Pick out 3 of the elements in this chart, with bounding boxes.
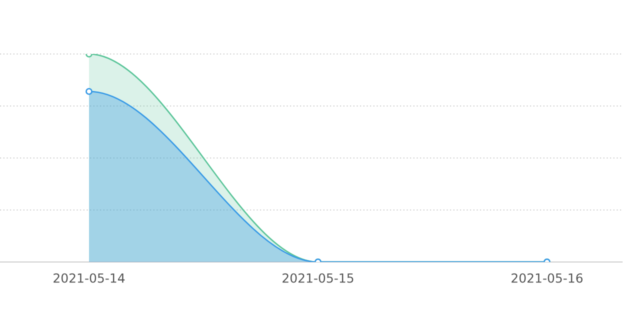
x-tick-label: 2021-05-15 — [282, 273, 354, 283]
x-tick-label: 2021-05-16 — [512, 273, 583, 283]
x-tick-label: 2021-05-14 — [54, 273, 125, 283]
